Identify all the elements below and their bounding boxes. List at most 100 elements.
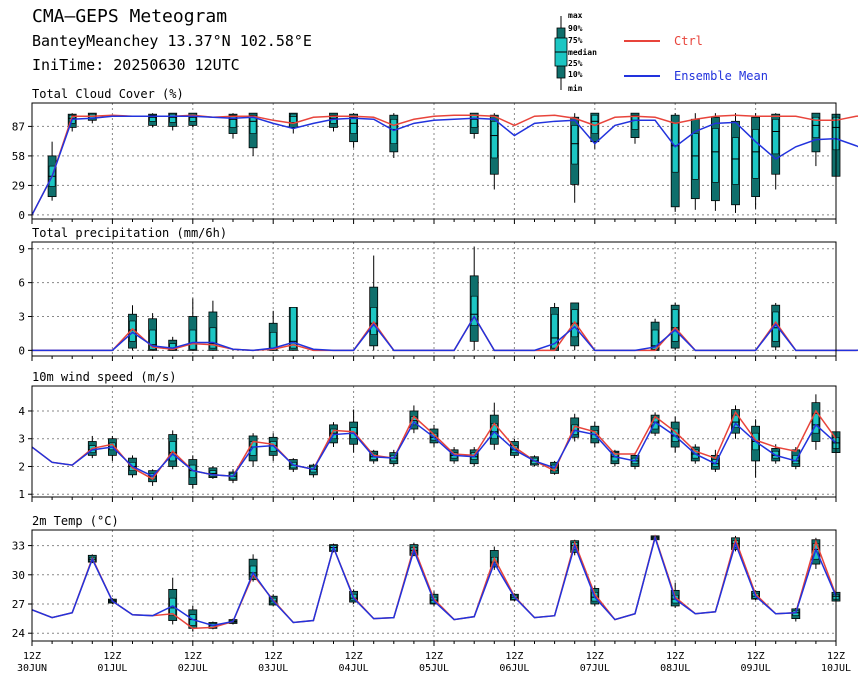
box-plot [751,419,760,478]
y-tick-label: 33 [12,540,25,553]
panel-title: Total Cloud Cover (%) [32,87,184,101]
legend-box-label: max [568,11,583,20]
y-tick-label: 0 [18,209,25,222]
box-p25-p75 [671,309,679,342]
x-tick-label-time: 12Z [747,651,765,662]
box-p25-p75 [390,118,398,145]
box-plot [550,302,559,351]
y-tick-label: 3 [18,310,25,323]
y-tick-label: 3 [18,433,25,446]
box-plot [670,302,680,351]
box-plot [469,246,479,351]
box-plot [751,113,760,209]
box-plot [711,113,720,211]
box-plot [811,112,821,167]
box-plot [208,466,218,479]
x-tick-label-time: 12Z [264,651,282,662]
box-p25-p75 [812,116,820,138]
box-p25-p75 [732,137,739,185]
y-tick-label: 4 [18,405,25,418]
panel-title: Total precipitation (mm/6h) [32,226,227,240]
x-tick-label-time: 12Z [23,651,41,662]
panel-frame [31,529,837,642]
ensemble-mean-line [31,535,837,627]
box-plot [771,113,781,190]
panel-title: 10m wind speed (m/s) [32,370,177,384]
y-tick-label: 1 [18,488,25,501]
location-label: BanteyMeanchey 13.37°N 102.58°E [32,32,312,50]
box-p25-p75 [470,295,478,326]
box-p25-p75 [470,114,478,128]
box-plot [148,313,158,351]
legend-ctrl-label: Ctrl [674,34,703,48]
box-p25-p75 [712,128,719,183]
box-p25-p75 [149,329,156,350]
box-plot [268,310,278,351]
box-p25-p75 [571,125,579,165]
legend-box-glyph [554,16,568,90]
box-plot [248,112,258,156]
box-plot [87,435,97,459]
x-tick-label-time: 12Z [505,651,523,662]
x-tick-label-date: 08JUL [660,663,690,674]
legend-box-label: median [568,47,597,57]
panel-title: 2m Temp (°C) [32,514,119,528]
box-p25-p75 [752,129,759,179]
box-plot [791,607,801,622]
box-plot [731,405,740,439]
box-p25-p75 [249,565,257,578]
x-tick-label-time: 12Z [827,651,845,662]
y-tick-label: 2 [18,460,25,473]
box-plot [630,112,640,144]
box-p25-p75 [249,114,257,134]
box-plot [228,113,238,139]
y-tick-label: 58 [12,150,25,163]
box-p25-p75 [149,114,156,122]
box-plot [288,112,298,134]
legend-box-label: 10% [568,70,583,79]
box-p25-p75 [812,413,820,434]
box-plot [188,455,198,489]
box-plot [690,113,700,210]
ensemble-mean-line [31,115,858,216]
x-tick-label-date: 30JUN [17,663,47,674]
panel-frame [31,102,837,220]
panel-frame [31,241,837,357]
box-p25-p75 [631,114,639,130]
box-p25-p75 [551,313,558,349]
x-tick-label-date: 07JUL [580,663,610,674]
x-tick-label-time: 12Z [586,651,604,662]
box-plot [409,405,419,434]
x-tick-label-date: 02JUL [178,663,208,674]
box-plot [168,577,178,625]
y-tick-label: 6 [18,277,25,290]
x-tick-label-date: 05JUL [419,663,449,674]
box-p25-p75 [209,327,217,349]
box-plot [128,305,137,351]
box-p25-p75 [732,414,739,428]
legend-box-label: 75% [568,36,583,45]
init-time-label: IniTime: 20250630 12UTC [32,56,240,74]
box-p25-p75 [169,113,176,123]
x-tick-label-date: 06JUL [499,663,529,674]
box-plot [811,394,821,450]
box-plot [731,113,740,213]
x-tick-label-time: 12Z [345,651,363,662]
x-tick-label-time: 12Z [666,651,684,662]
box-plot [489,113,499,190]
x-tick-label-time: 12Z [425,651,443,662]
chart-title: CMA—GEPS Meteogram [32,6,228,27]
box-plot [570,113,580,203]
box-p25-p75 [289,113,297,123]
box-p25-p75 [651,329,659,350]
box-plot [47,141,57,201]
x-tick-label-date: 09JUL [741,663,771,674]
box-plot [389,113,399,158]
box-plot [369,255,379,351]
y-tick-label: 87 [12,120,25,133]
x-tick-label-date: 01JUL [97,663,127,674]
box-p25-p75 [691,133,699,180]
x-tick-label-date: 04JUL [339,663,369,674]
box-plot [610,449,620,467]
